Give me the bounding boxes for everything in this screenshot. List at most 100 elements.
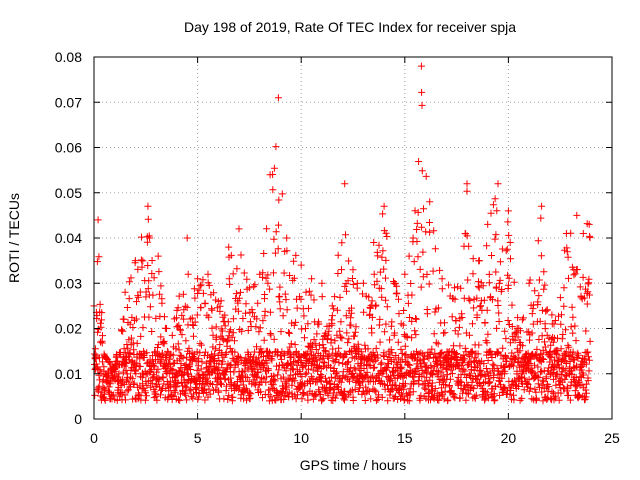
data-point	[585, 367, 593, 375]
data-point	[235, 386, 243, 394]
data-point	[465, 390, 472, 398]
data-point	[454, 330, 462, 338]
x-tick-label: 0	[90, 430, 98, 446]
data-point	[431, 308, 439, 316]
data-point	[110, 391, 118, 399]
data-point	[423, 368, 431, 376]
data-point	[335, 359, 343, 367]
data-point	[205, 385, 213, 393]
data-point	[267, 393, 275, 401]
data-point	[445, 281, 453, 289]
data-point	[277, 328, 285, 336]
data-point	[586, 337, 594, 345]
data-point	[466, 352, 474, 360]
data-point	[193, 311, 201, 319]
data-point	[490, 374, 498, 381]
data-point	[516, 347, 524, 355]
y-tick-label: 0.04	[55, 230, 82, 246]
data-point	[292, 395, 300, 403]
data-point	[286, 343, 294, 351]
data-point	[231, 337, 238, 345]
data-point-peak	[297, 261, 305, 269]
data-point	[98, 339, 106, 347]
data-point	[175, 321, 183, 329]
data-point	[436, 266, 444, 274]
data-point	[291, 358, 299, 365]
data-point	[130, 379, 138, 387]
data-point	[189, 394, 197, 402]
data-point	[412, 315, 419, 322]
data-point	[347, 348, 355, 356]
data-point	[229, 315, 237, 323]
data-point	[292, 251, 300, 259]
data-point	[450, 342, 458, 350]
data-point	[577, 293, 585, 301]
data-point	[199, 289, 207, 297]
data-point	[234, 360, 242, 368]
data-point	[96, 319, 104, 327]
data-point	[415, 380, 423, 388]
data-point	[385, 377, 393, 385]
data-point	[535, 374, 543, 382]
data-point-peak	[525, 279, 533, 287]
data-point	[97, 323, 105, 331]
data-point	[576, 373, 584, 381]
data-point	[190, 332, 197, 340]
data-point	[566, 357, 574, 365]
data-point	[492, 383, 500, 390]
data-point	[412, 315, 420, 323]
data-point	[585, 275, 593, 283]
data-point	[466, 297, 474, 305]
data-point	[368, 313, 376, 321]
data-point	[553, 350, 561, 358]
data-point	[283, 247, 291, 255]
data-point	[304, 320, 312, 328]
data-point	[486, 378, 494, 386]
data-point	[491, 396, 499, 404]
data-point	[148, 270, 156, 277]
data-point	[305, 287, 313, 295]
data-point	[419, 273, 427, 281]
data-point	[216, 341, 224, 349]
data-point	[316, 374, 324, 381]
data-point	[537, 252, 545, 260]
data-point	[154, 344, 161, 351]
data-point	[98, 309, 106, 317]
data-point	[278, 190, 286, 198]
data-point	[220, 395, 228, 403]
data-point	[318, 396, 326, 404]
data-point	[343, 287, 350, 295]
data-point	[251, 281, 259, 289]
data-point	[255, 328, 263, 336]
data-point	[382, 229, 390, 237]
data-point	[477, 302, 485, 310]
data-point	[325, 350, 333, 358]
data-point	[338, 266, 345, 274]
data-point	[561, 366, 569, 374]
data-point	[304, 396, 312, 404]
data-point	[388, 318, 396, 326]
data-point	[513, 367, 521, 375]
data-point	[342, 312, 350, 320]
data-point	[94, 387, 102, 395]
data-point	[428, 379, 436, 387]
data-point	[437, 349, 445, 357]
data-point	[124, 353, 132, 361]
data-point-peak	[359, 279, 367, 287]
data-point	[224, 335, 232, 343]
data-point	[391, 329, 399, 337]
data-point	[448, 313, 456, 321]
data-point	[94, 328, 102, 336]
data-point	[329, 345, 337, 353]
data-point	[495, 318, 503, 325]
data-point	[382, 274, 389, 282]
data-point	[211, 355, 219, 363]
data-point-peak	[214, 297, 222, 305]
data-point	[338, 334, 346, 342]
data-point	[510, 355, 518, 363]
data-point	[473, 294, 481, 302]
data-point	[441, 381, 449, 389]
data-point	[412, 331, 420, 339]
data-point	[196, 339, 204, 347]
